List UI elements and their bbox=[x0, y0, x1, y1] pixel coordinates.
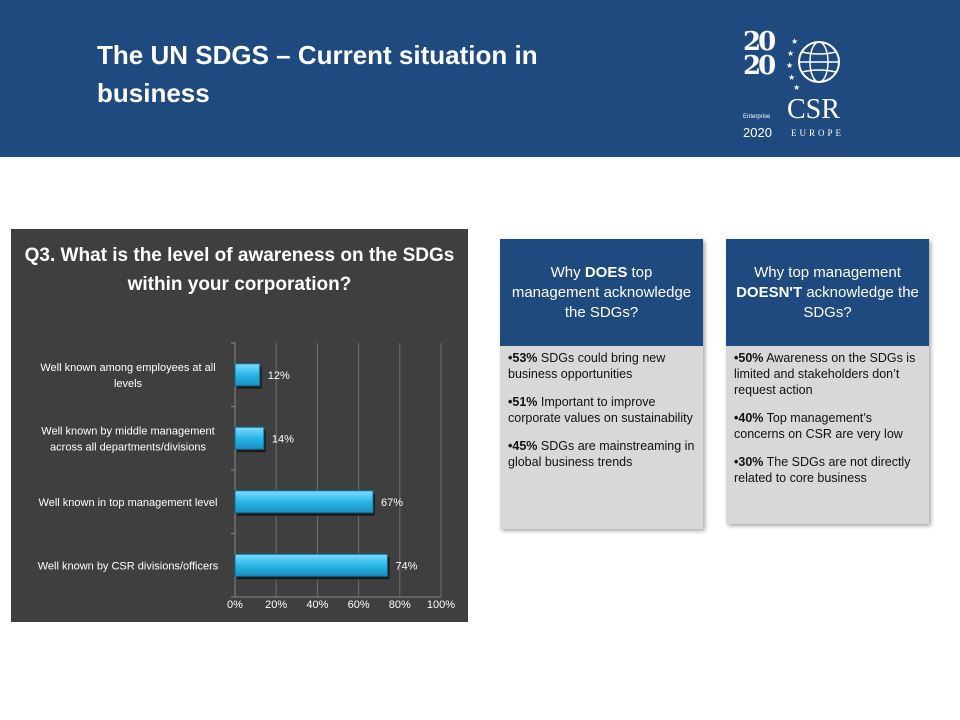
why-doesnt-box: Why top management DOESN'T acknowledge t… bbox=[726, 239, 929, 524]
list-item-percent: •45% bbox=[508, 439, 538, 453]
list-item-text: Top management’s concerns on CSR are ver… bbox=[734, 411, 903, 441]
x-tick-label: 60% bbox=[348, 599, 370, 611]
list-item-percent: •40% bbox=[734, 411, 764, 425]
x-tick-label: 20% bbox=[265, 599, 287, 611]
x-tick-label: 0% bbox=[227, 599, 243, 611]
globe-icon: ★ ★ ★ ★ ★ bbox=[786, 37, 840, 92]
list-item: •30% The SDGs are not directly related t… bbox=[734, 454, 921, 486]
list-item-percent: •50% bbox=[734, 351, 764, 365]
list-item: •50% Awareness on the SDGs is limited an… bbox=[734, 350, 921, 398]
csr-europe-logo: 20 20 Enterprise 2020 ★ ★ ★ ★ ★ CSR EURO… bbox=[743, 27, 845, 142]
svg-text:★: ★ bbox=[788, 73, 795, 82]
bar-value-label: 12% bbox=[268, 370, 290, 382]
chart-title: Q3. What is the level of awareness on th… bbox=[24, 245, 455, 295]
bar-value-label: 67% bbox=[381, 497, 403, 509]
category-label: Well known by middle management across al… bbox=[41, 425, 214, 453]
category-label: Well known in top management level bbox=[39, 497, 218, 509]
chart-plot: 0% 20% 40% 60% 80% 100% 12% Well known among em… bbox=[38, 342, 455, 611]
x-tick-label: 100% bbox=[427, 599, 455, 611]
list-item-text: Important to improve corporate values on… bbox=[508, 395, 693, 425]
header-banner: The UN SDGS – Current situation in busin… bbox=[0, 0, 960, 157]
logo-enterprise: Enterprise bbox=[743, 114, 771, 120]
bar bbox=[234, 426, 265, 450]
list-item-text: SDGs could bring new business opportunit… bbox=[508, 351, 666, 381]
list-item-percent: •51% bbox=[508, 395, 538, 409]
list-item-text: The SDGs are not directly related to cor… bbox=[734, 455, 911, 485]
logo-year: 2020 bbox=[743, 125, 772, 140]
list-item: •53% SDGs could bring new business oppor… bbox=[508, 350, 695, 382]
bar-value-label: 74% bbox=[395, 560, 417, 572]
x-tick-label: 40% bbox=[306, 599, 328, 611]
list-item: •51% Important to improve corporate valu… bbox=[508, 394, 695, 426]
logo-europe-text: EUROPE bbox=[791, 128, 845, 138]
category-label: Well known by CSR divisions/officers bbox=[38, 560, 219, 572]
bar bbox=[234, 363, 261, 387]
why-does-heading: Why DOES top management acknowledge the … bbox=[500, 239, 703, 346]
bar-value-label: 14% bbox=[272, 433, 294, 445]
svg-text:★: ★ bbox=[793, 83, 800, 92]
svg-text:★: ★ bbox=[786, 61, 793, 70]
list-item-text: SDGs are mainstreaming in global busines… bbox=[508, 439, 695, 469]
category-label: Well known among employees at all levels bbox=[40, 362, 215, 390]
page-title: The UN SDGS – Current situation in busin… bbox=[97, 40, 538, 108]
svg-text:★: ★ bbox=[787, 49, 794, 58]
list-item-text: Awareness on the SDGs is limited and sta… bbox=[734, 351, 916, 397]
list-item: •45% SDGs are mainstreaming in global bu… bbox=[508, 438, 695, 470]
x-tick-label: 80% bbox=[389, 599, 411, 611]
why-doesnt-list: •50% Awareness on the SDGs is limited an… bbox=[726, 346, 929, 486]
why-does-list: •53% SDGs could bring new business oppor… bbox=[500, 346, 703, 470]
why-does-box: Why DOES top management acknowledge the … bbox=[500, 239, 703, 529]
list-item: •40% Top management’s concerns on CSR ar… bbox=[734, 410, 921, 442]
logo-csr-text: CSR bbox=[787, 94, 840, 125]
bar bbox=[234, 553, 388, 577]
list-item-percent: •53% bbox=[508, 351, 538, 365]
awareness-chart: Q3. What is the level of awareness on th… bbox=[11, 229, 468, 622]
logo-digits: 20 20 bbox=[743, 27, 776, 81]
list-item-percent: •30% bbox=[734, 455, 764, 469]
why-doesnt-heading: Why top management DOESN'T acknowledge t… bbox=[726, 239, 929, 346]
svg-text:★: ★ bbox=[791, 37, 798, 46]
bar bbox=[234, 490, 374, 514]
